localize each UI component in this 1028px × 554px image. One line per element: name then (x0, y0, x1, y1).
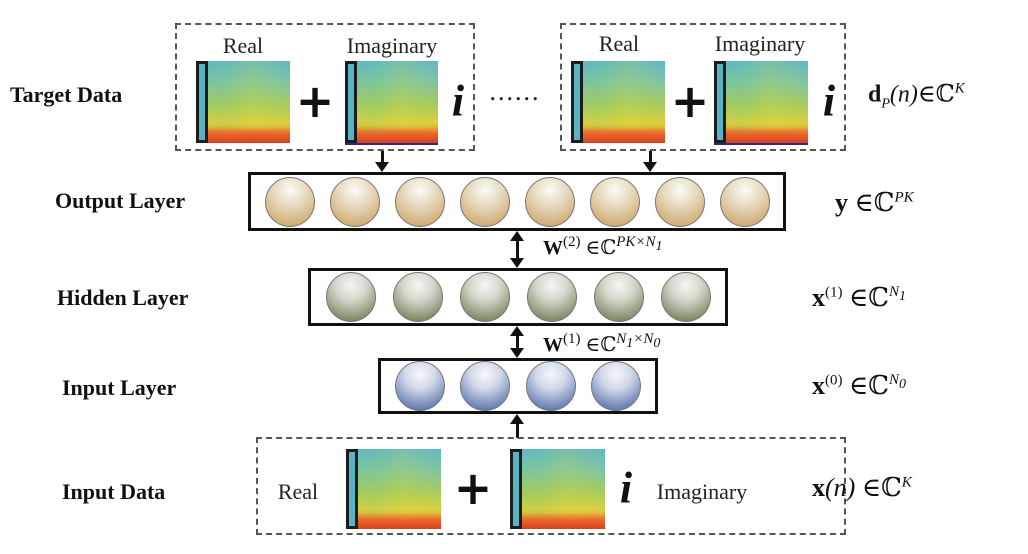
arrow-down-icon (510, 258, 524, 268)
arrow-up-icon (510, 326, 524, 336)
target-block-1 (175, 23, 475, 151)
plus-sign: + (670, 74, 710, 128)
output-neuron (329, 176, 380, 227)
imaginary-label: Imaginary (346, 33, 438, 58)
imaginary-spectrogram (345, 61, 438, 145)
input-neuron (394, 361, 445, 411)
input-layer (378, 358, 658, 414)
arrow-down-icon (643, 162, 657, 172)
output-neuron (264, 176, 315, 227)
arrow-up-icon (510, 231, 524, 241)
arrow-down-icon (375, 162, 389, 172)
input-data-block (256, 437, 846, 535)
hidden-neuron (392, 272, 443, 322)
real-label: Real (277, 479, 319, 504)
imaginary-unit: i (822, 76, 836, 126)
output-neuron (719, 176, 770, 227)
plus-sign: + (295, 74, 335, 128)
row-label-hidden-layer: Hidden Layer (57, 285, 189, 310)
output-neuron (524, 176, 575, 227)
ellipsis: ...... (489, 77, 541, 106)
imaginary-spectrogram (714, 61, 808, 145)
real-spectrogram (571, 61, 665, 143)
real-label: Real (598, 31, 640, 56)
real-spectrogram (196, 61, 290, 143)
output-neuron (589, 176, 640, 227)
row-label-target-data: Target Data (10, 82, 123, 107)
input-neuron (591, 361, 642, 411)
imaginary-spectrogram (510, 449, 605, 529)
output-formula: y ∈ℂPK (835, 188, 914, 218)
hidden-neuron (526, 272, 577, 322)
real-label: Real (222, 33, 264, 58)
arrow-line (516, 238, 519, 260)
output-neuron (394, 176, 445, 227)
hidden-formula: x(1) ∈ℂN1 (812, 283, 906, 313)
output-layer (248, 172, 786, 231)
target-block-2 (560, 23, 846, 151)
row-label-input-layer: Input Layer (62, 375, 177, 400)
arrow-up-icon (510, 414, 524, 424)
arrow-line (516, 333, 519, 350)
weight-w1-formula: W(1) ∈ℂN1×N0 (543, 331, 661, 356)
imaginary-unit: i (451, 76, 465, 126)
hidden-neuron (325, 272, 376, 322)
arrow-line (516, 422, 519, 438)
input-data-formula: x(n) ∈ℂK (812, 473, 912, 503)
input-neuron (525, 361, 576, 411)
target-formula: dP(n)∈ℂK (868, 79, 965, 112)
hidden-neuron (660, 272, 711, 322)
hidden-neuron (593, 272, 644, 322)
real-spectrogram (346, 449, 441, 529)
row-label-output-layer: Output Layer (55, 188, 186, 213)
plus-sign: + (453, 461, 493, 515)
input-neuron (460, 361, 511, 411)
row-label-input-data: Input Data (62, 479, 166, 504)
arrow-line (649, 151, 652, 164)
arrow-line (381, 151, 384, 164)
input-formula: x(0) ∈ℂN0 (812, 371, 906, 401)
arrow-down-icon (510, 348, 524, 358)
output-neuron (459, 176, 510, 227)
hidden-neuron (459, 272, 510, 322)
imaginary-label: Imaginary (656, 479, 748, 504)
output-neuron (654, 176, 705, 227)
hidden-layer (308, 268, 728, 326)
imaginary-unit: i (619, 463, 633, 513)
imaginary-label: Imaginary (714, 31, 806, 56)
weight-w2-formula: W(2) ∈ℂPK×N1 (543, 234, 663, 259)
